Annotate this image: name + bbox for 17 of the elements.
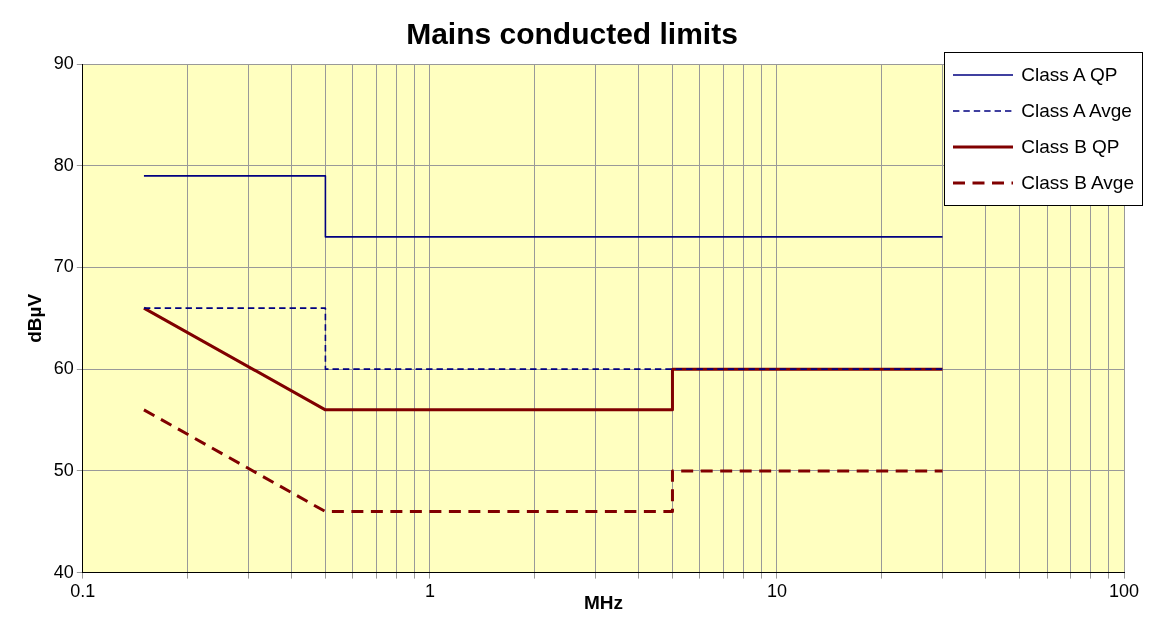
legend-label: Class A QP [1021,64,1118,86]
y-tick-label: 70 [53,256,74,277]
chart-title: Mains conducted limits [406,17,738,51]
y-tick-label: 80 [53,154,74,175]
legend-label: Class A Avge [1021,100,1132,122]
y-axis-title: dBµV [23,293,45,343]
x-tick-label: 0.1 [70,581,96,602]
y-tick-label: 90 [53,52,74,73]
legend-label: Class B QP [1021,136,1120,158]
y-tick-label: 40 [53,561,74,582]
x-tick-label: 1 [424,581,435,602]
x-tick-label: 10 [766,581,787,602]
y-tick-label: 50 [53,459,74,480]
legend-label: Class B Avge [1021,172,1134,194]
x-axis-title: MHz [583,591,623,613]
y-tick-label: 60 [53,358,74,379]
x-tick-label: 100 [1108,581,1140,602]
